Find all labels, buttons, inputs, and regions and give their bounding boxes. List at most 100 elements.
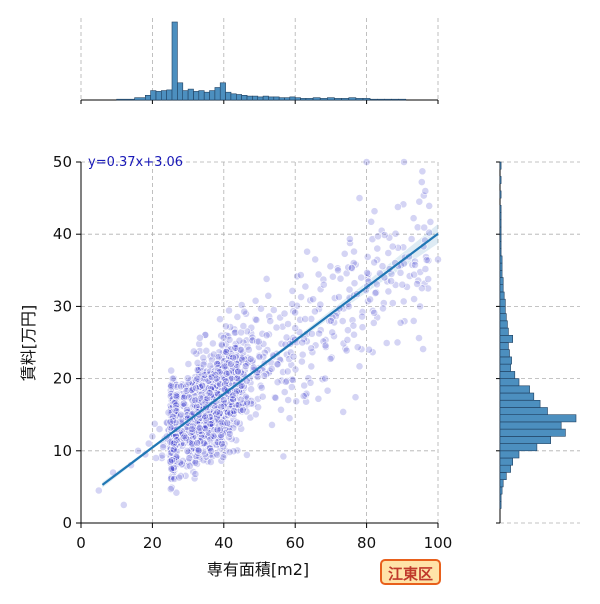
- scatter-point: [426, 217, 435, 226]
- scatter-point: [205, 389, 214, 397]
- scatter-point: [215, 409, 224, 418]
- scatter-point: [424, 284, 432, 293]
- scatter-point: [252, 315, 261, 324]
- y-tick-label: 30: [53, 297, 72, 315]
- scatter-point: [303, 247, 311, 256]
- x-hist-bar: [312, 97, 321, 101]
- scatter-point: [229, 407, 238, 415]
- scatter-point: [345, 285, 354, 294]
- x-hist-bar: [268, 96, 275, 101]
- y-hist-bar: [499, 334, 513, 343]
- scatter-point: [399, 297, 408, 306]
- scatter-point: [172, 382, 181, 391]
- y-hist-bar: [499, 219, 502, 228]
- scatter-point: [217, 340, 226, 349]
- y-hist-bar: [499, 241, 502, 249]
- scatter-point: [157, 454, 166, 462]
- x-tick-label: 100: [424, 534, 453, 552]
- scatter-point: [210, 426, 219, 435]
- scatter-point: [222, 369, 231, 378]
- y-hist-bar: [499, 385, 530, 394]
- scatter-point: [222, 348, 230, 356]
- scatter-point: [223, 418, 232, 427]
- scatter-point: [314, 270, 323, 279]
- scatter-point: [383, 277, 392, 286]
- scatter-point: [413, 279, 421, 288]
- scatter-point: [370, 308, 379, 317]
- scatter-point: [357, 273, 366, 282]
- x-hist-bar: [257, 96, 264, 101]
- scatter-point: [346, 239, 354, 247]
- scatter-point: [200, 412, 209, 421]
- scatter-point: [364, 269, 373, 278]
- scatter-point: [236, 345, 245, 354]
- scatter-point: [289, 352, 298, 361]
- scatter-point: [213, 450, 222, 459]
- scatter-point: [193, 439, 202, 447]
- scatter-point: [363, 268, 371, 277]
- y-hist-bar: [499, 450, 520, 459]
- scatter-point: [391, 229, 400, 238]
- scatter-point: [358, 323, 367, 332]
- scatter-point: [206, 458, 215, 466]
- scatter-point: [419, 345, 427, 353]
- scatter-point: [260, 348, 269, 357]
- scatter-point: [350, 330, 358, 339]
- x-hist-bar: [203, 91, 210, 101]
- scatter-point: [217, 439, 226, 448]
- scatter-point: [340, 249, 349, 258]
- scatter-point: [288, 286, 297, 295]
- x-hist-bar: [341, 98, 350, 101]
- scatter-point: [353, 343, 362, 352]
- x-hist-bar: [273, 96, 280, 101]
- scatter-point: [167, 382, 175, 391]
- y-hist-bar: [499, 277, 504, 285]
- y-hist-bar: [499, 443, 538, 452]
- scatter-point: [150, 419, 159, 428]
- scatter-point: [134, 446, 142, 455]
- y-hist-bar: [499, 493, 502, 502]
- scatter-point: [326, 262, 335, 271]
- scatter-point: [218, 419, 227, 428]
- scatter-point: [225, 429, 234, 438]
- y-hist-bar: [499, 291, 505, 300]
- scatter-point: [241, 392, 250, 401]
- scatter-point: [388, 242, 397, 251]
- scatter-point: [273, 360, 282, 369]
- y-hist-bar: [499, 414, 577, 423]
- x-hist-bar: [214, 87, 221, 101]
- y-hist-bar: [499, 392, 535, 401]
- scatter-point: [306, 378, 315, 387]
- x-hist-bar: [289, 96, 296, 101]
- scatter-point: [327, 353, 336, 362]
- scatter-point: [347, 263, 356, 272]
- scatter-point: [258, 329, 267, 338]
- scatter-point: [370, 207, 379, 216]
- scatter-point: [342, 346, 351, 355]
- scatter-point: [238, 355, 246, 364]
- x-hist-bar: [376, 98, 385, 101]
- scatter-point: [291, 308, 299, 317]
- scatter-point: [280, 309, 289, 318]
- scatter-point: [240, 307, 249, 316]
- y-hist-bar: [499, 190, 502, 199]
- scatter-point: [169, 439, 178, 448]
- y-tick-label: 50: [53, 153, 72, 171]
- scatter-point: [367, 217, 376, 226]
- scatter-point: [226, 345, 235, 354]
- x-hist-bar: [300, 98, 307, 101]
- scatter-point: [253, 395, 262, 403]
- scatter-point: [366, 295, 374, 304]
- y-hist-bar: [499, 161, 502, 170]
- scatter-point: [319, 280, 328, 289]
- y-hist-bar: [499, 313, 507, 322]
- scatter-point: [351, 393, 360, 402]
- scatter-point: [396, 318, 405, 327]
- y-tick-label: 20: [53, 370, 72, 388]
- scatter-point: [418, 167, 427, 176]
- scatter-point: [119, 500, 128, 509]
- scatter-point: [185, 454, 194, 463]
- scatter-point: [307, 329, 316, 338]
- scatter-point: [297, 293, 305, 301]
- scatter-point: [237, 301, 246, 309]
